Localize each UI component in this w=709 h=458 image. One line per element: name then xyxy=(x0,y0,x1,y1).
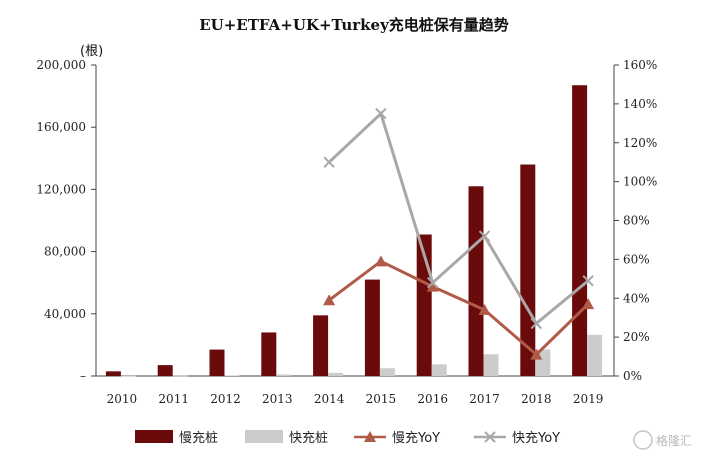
watermark-logo-icon xyxy=(633,430,653,450)
bar-slow-2015 xyxy=(364,279,380,376)
x-tick-label: 2018 xyxy=(521,392,552,406)
watermark: 格隆汇 xyxy=(633,430,692,450)
bar-fast-2016 xyxy=(431,364,447,376)
x-tick-label: 2012 xyxy=(210,392,241,406)
chart-title: EU+ETFA+UK+Turkey充电桩保有量趋势 xyxy=(199,16,509,34)
legend-marker xyxy=(364,431,376,442)
left-tick-label: 40,000 xyxy=(44,307,86,321)
left-tick-label: 160,000 xyxy=(36,120,86,134)
bar-fast-2013 xyxy=(276,374,292,376)
bar-fast-2014 xyxy=(328,372,344,376)
bar-fast-2015 xyxy=(379,368,395,376)
point-fast-yoy xyxy=(478,230,491,242)
legend-item: 快充YoY xyxy=(474,430,560,446)
left-tick-label: – xyxy=(80,369,86,383)
legend-label: 慢充桩 xyxy=(179,430,218,446)
x-axis-ticks: 2010 2011 2012 2013 2014 2015 2016 2017 2018 2019 xyxy=(107,392,604,406)
x-tick-label: 2015 xyxy=(366,392,397,406)
x-tick-label: 2013 xyxy=(262,392,293,406)
point-fast-yoy xyxy=(582,275,594,287)
legend-item: 快充桩 xyxy=(245,430,328,446)
bar-slow-2012 xyxy=(209,349,225,376)
line-fast-yoy xyxy=(328,110,590,326)
bar-slow-2018 xyxy=(520,164,536,376)
left-tick-label: 200,000 xyxy=(36,58,86,72)
point-slow-yoy xyxy=(374,255,387,267)
x-tick-label: 2011 xyxy=(158,392,189,406)
right-axis-ticks: 0% 20% 40% 60% 80% 100% 120% 140% 160% xyxy=(614,58,657,383)
legend-marker xyxy=(484,431,496,443)
bars xyxy=(105,85,603,377)
legend-item: 慢充YoY xyxy=(354,430,440,446)
right-tick-label: 100% xyxy=(623,175,657,189)
x-tick-label: 2017 xyxy=(469,392,500,406)
right-tick-label: 20% xyxy=(623,330,650,344)
point-slow-yoy xyxy=(426,280,439,292)
right-tick-label: 0% xyxy=(623,369,642,383)
legend-swatch xyxy=(245,430,283,443)
legend-label: 慢充YoY xyxy=(392,430,440,446)
left-tick-label: 120,000 xyxy=(36,182,86,196)
point-slow-yoy xyxy=(530,348,543,360)
x-tick-label: 2016 xyxy=(417,392,448,406)
legend-swatch xyxy=(135,430,173,443)
x-tick-label: 2019 xyxy=(573,392,604,406)
bar-slow-2010 xyxy=(105,371,121,376)
point-slow-yoy xyxy=(323,294,336,306)
bar-slow-2019 xyxy=(572,85,588,376)
bar-slow-2011 xyxy=(157,365,173,376)
bar-slow-2014 xyxy=(313,315,329,376)
bar-slow-2017 xyxy=(468,186,484,376)
right-tick-label: 120% xyxy=(623,136,657,150)
legend: 慢充桩 快充桩 慢充YoY 快充YoY xyxy=(135,430,560,446)
bar-fast-2011 xyxy=(172,375,188,377)
point-fast-yoy xyxy=(375,107,387,120)
right-tick-label: 40% xyxy=(623,291,650,305)
legend-label: 快充YoY xyxy=(512,430,560,446)
left-tick-label: 80,000 xyxy=(44,245,86,259)
point-fast-yoy xyxy=(530,317,543,330)
watermark-text: 格隆汇 xyxy=(656,433,692,448)
bar-fast-2012 xyxy=(224,375,240,376)
point-slow-yoy xyxy=(582,298,595,310)
x-tick-label: 2010 xyxy=(107,392,138,406)
bar-fast-2019 xyxy=(587,334,603,376)
bar-fast-2010 xyxy=(120,375,136,377)
point-slow-yoy xyxy=(478,303,491,315)
right-tick-label: 80% xyxy=(623,214,650,228)
x-tick-label: 2014 xyxy=(314,392,345,406)
right-tick-label: 140% xyxy=(623,97,657,111)
right-tick-label: 160% xyxy=(623,58,657,72)
bar-fast-2017 xyxy=(483,354,499,376)
point-fast-yoy xyxy=(426,276,439,289)
yoy-lines xyxy=(323,107,595,360)
y-unit-label: (根) xyxy=(80,44,103,59)
point-fast-yoy xyxy=(323,156,335,168)
line-slow-yoy xyxy=(328,259,590,357)
legend-item: 慢充桩 xyxy=(135,430,218,446)
legend-label: 快充桩 xyxy=(289,430,328,446)
bar-slow-2013 xyxy=(261,332,277,376)
right-tick-label: 60% xyxy=(623,252,650,266)
left-axis-ticks: – 40,000 80,000 120,000 160,000 200,000 xyxy=(36,58,96,383)
